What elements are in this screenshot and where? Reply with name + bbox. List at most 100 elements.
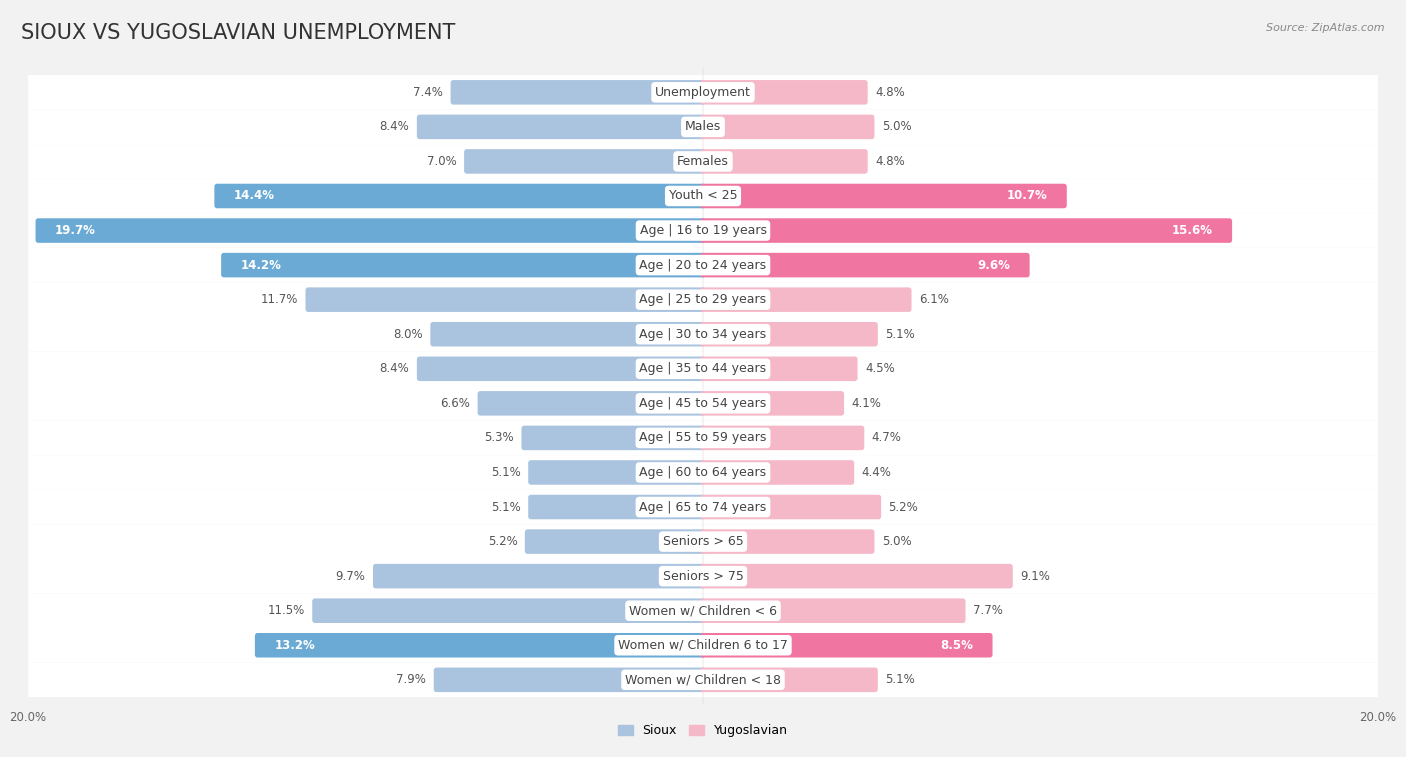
Text: Females: Females bbox=[678, 155, 728, 168]
Text: 4.1%: 4.1% bbox=[852, 397, 882, 410]
FancyBboxPatch shape bbox=[450, 80, 706, 104]
Text: 4.7%: 4.7% bbox=[872, 431, 901, 444]
Text: 8.4%: 8.4% bbox=[380, 363, 409, 375]
FancyBboxPatch shape bbox=[700, 564, 1012, 588]
Text: Age | 65 to 74 years: Age | 65 to 74 years bbox=[640, 500, 766, 513]
Text: 14.2%: 14.2% bbox=[240, 259, 281, 272]
Text: 9.6%: 9.6% bbox=[977, 259, 1010, 272]
FancyBboxPatch shape bbox=[700, 495, 882, 519]
Text: Source: ZipAtlas.com: Source: ZipAtlas.com bbox=[1267, 23, 1385, 33]
Text: 14.4%: 14.4% bbox=[233, 189, 276, 202]
Text: 7.4%: 7.4% bbox=[413, 86, 443, 99]
FancyBboxPatch shape bbox=[522, 425, 706, 450]
Text: 5.0%: 5.0% bbox=[882, 535, 911, 548]
Text: Women w/ Children 6 to 17: Women w/ Children 6 to 17 bbox=[619, 639, 787, 652]
Text: 5.1%: 5.1% bbox=[491, 466, 520, 479]
Text: Age | 55 to 59 years: Age | 55 to 59 years bbox=[640, 431, 766, 444]
FancyBboxPatch shape bbox=[433, 668, 706, 692]
Text: 5.2%: 5.2% bbox=[488, 535, 517, 548]
FancyBboxPatch shape bbox=[529, 495, 706, 519]
FancyBboxPatch shape bbox=[305, 288, 706, 312]
Text: 11.5%: 11.5% bbox=[267, 604, 305, 617]
FancyBboxPatch shape bbox=[28, 386, 1378, 421]
FancyBboxPatch shape bbox=[430, 322, 706, 347]
FancyBboxPatch shape bbox=[28, 110, 1378, 144]
FancyBboxPatch shape bbox=[700, 529, 875, 554]
FancyBboxPatch shape bbox=[700, 357, 858, 381]
FancyBboxPatch shape bbox=[700, 460, 855, 484]
FancyBboxPatch shape bbox=[28, 559, 1378, 593]
FancyBboxPatch shape bbox=[416, 114, 706, 139]
Text: 7.9%: 7.9% bbox=[396, 673, 426, 687]
FancyBboxPatch shape bbox=[700, 322, 877, 347]
FancyBboxPatch shape bbox=[28, 525, 1378, 559]
FancyBboxPatch shape bbox=[28, 662, 1378, 697]
Text: 4.8%: 4.8% bbox=[875, 155, 905, 168]
FancyBboxPatch shape bbox=[700, 253, 1029, 277]
FancyBboxPatch shape bbox=[478, 391, 706, 416]
FancyBboxPatch shape bbox=[700, 633, 993, 658]
FancyBboxPatch shape bbox=[28, 144, 1378, 179]
FancyBboxPatch shape bbox=[28, 75, 1378, 110]
Text: 9.7%: 9.7% bbox=[336, 570, 366, 583]
Text: 5.3%: 5.3% bbox=[485, 431, 515, 444]
FancyBboxPatch shape bbox=[28, 213, 1378, 248]
FancyBboxPatch shape bbox=[464, 149, 706, 173]
Text: 13.2%: 13.2% bbox=[274, 639, 315, 652]
Text: 19.7%: 19.7% bbox=[55, 224, 96, 237]
Text: 4.8%: 4.8% bbox=[875, 86, 905, 99]
Text: Age | 45 to 54 years: Age | 45 to 54 years bbox=[640, 397, 766, 410]
FancyBboxPatch shape bbox=[700, 149, 868, 173]
Text: Age | 25 to 29 years: Age | 25 to 29 years bbox=[640, 293, 766, 306]
Text: 8.0%: 8.0% bbox=[394, 328, 423, 341]
FancyBboxPatch shape bbox=[700, 391, 844, 416]
FancyBboxPatch shape bbox=[700, 80, 868, 104]
Text: Seniors > 65: Seniors > 65 bbox=[662, 535, 744, 548]
Text: 5.1%: 5.1% bbox=[886, 328, 915, 341]
FancyBboxPatch shape bbox=[28, 490, 1378, 525]
Text: Age | 16 to 19 years: Age | 16 to 19 years bbox=[640, 224, 766, 237]
Text: 15.6%: 15.6% bbox=[1171, 224, 1212, 237]
FancyBboxPatch shape bbox=[28, 248, 1378, 282]
Text: Age | 30 to 34 years: Age | 30 to 34 years bbox=[640, 328, 766, 341]
FancyBboxPatch shape bbox=[524, 529, 706, 554]
Text: 5.1%: 5.1% bbox=[491, 500, 520, 513]
FancyBboxPatch shape bbox=[28, 351, 1378, 386]
FancyBboxPatch shape bbox=[700, 288, 911, 312]
Legend: Sioux, Yugoslavian: Sioux, Yugoslavian bbox=[613, 719, 793, 743]
Text: 9.1%: 9.1% bbox=[1021, 570, 1050, 583]
FancyBboxPatch shape bbox=[700, 184, 1067, 208]
Text: 6.6%: 6.6% bbox=[440, 397, 470, 410]
FancyBboxPatch shape bbox=[416, 357, 706, 381]
Text: 8.5%: 8.5% bbox=[941, 639, 973, 652]
FancyBboxPatch shape bbox=[28, 455, 1378, 490]
FancyBboxPatch shape bbox=[700, 668, 877, 692]
Text: Youth < 25: Youth < 25 bbox=[669, 189, 737, 202]
Text: Women w/ Children < 6: Women w/ Children < 6 bbox=[628, 604, 778, 617]
Text: Unemployment: Unemployment bbox=[655, 86, 751, 99]
FancyBboxPatch shape bbox=[28, 179, 1378, 213]
Text: Seniors > 75: Seniors > 75 bbox=[662, 570, 744, 583]
Text: 6.1%: 6.1% bbox=[920, 293, 949, 306]
Text: 11.7%: 11.7% bbox=[260, 293, 298, 306]
Text: 5.2%: 5.2% bbox=[889, 500, 918, 513]
FancyBboxPatch shape bbox=[312, 599, 706, 623]
FancyBboxPatch shape bbox=[700, 218, 1232, 243]
FancyBboxPatch shape bbox=[529, 460, 706, 484]
Text: 5.1%: 5.1% bbox=[886, 673, 915, 687]
FancyBboxPatch shape bbox=[221, 253, 706, 277]
Text: Age | 35 to 44 years: Age | 35 to 44 years bbox=[640, 363, 766, 375]
FancyBboxPatch shape bbox=[700, 114, 875, 139]
Text: 7.0%: 7.0% bbox=[427, 155, 457, 168]
Text: 7.7%: 7.7% bbox=[973, 604, 1002, 617]
Text: Women w/ Children < 18: Women w/ Children < 18 bbox=[626, 673, 780, 687]
Text: 4.4%: 4.4% bbox=[862, 466, 891, 479]
FancyBboxPatch shape bbox=[700, 425, 865, 450]
FancyBboxPatch shape bbox=[373, 564, 706, 588]
FancyBboxPatch shape bbox=[214, 184, 706, 208]
FancyBboxPatch shape bbox=[35, 218, 706, 243]
Text: SIOUX VS YUGOSLAVIAN UNEMPLOYMENT: SIOUX VS YUGOSLAVIAN UNEMPLOYMENT bbox=[21, 23, 456, 42]
Text: 5.0%: 5.0% bbox=[882, 120, 911, 133]
FancyBboxPatch shape bbox=[28, 628, 1378, 662]
Text: Age | 60 to 64 years: Age | 60 to 64 years bbox=[640, 466, 766, 479]
